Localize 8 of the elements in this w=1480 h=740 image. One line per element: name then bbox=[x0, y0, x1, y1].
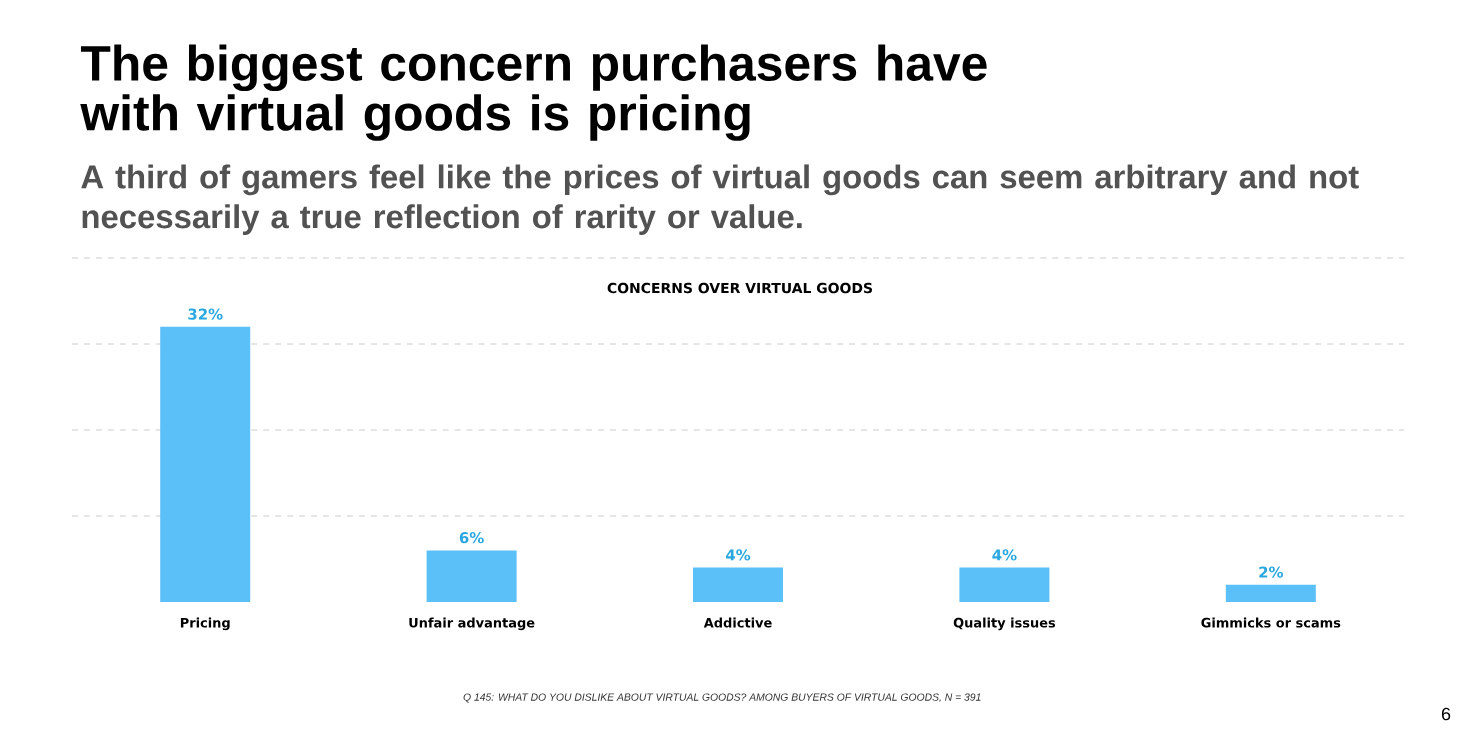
chart-subtitle: A third of gamers feel like the prices of virtual goods can seem arbitrary and not necessarily a true reflection of rarity or value. bbox=[81, 164, 1359, 235]
bar bbox=[1225, 584, 1316, 602]
chart-title: The biggest concern purchasers have with virtual goods is pricing bbox=[80, 44, 987, 141]
bar bbox=[426, 550, 517, 602]
bar bbox=[959, 567, 1050, 602]
text: 6 bbox=[1441, 707, 1451, 721]
bar bbox=[160, 326, 251, 602]
bar bbox=[693, 567, 784, 602]
